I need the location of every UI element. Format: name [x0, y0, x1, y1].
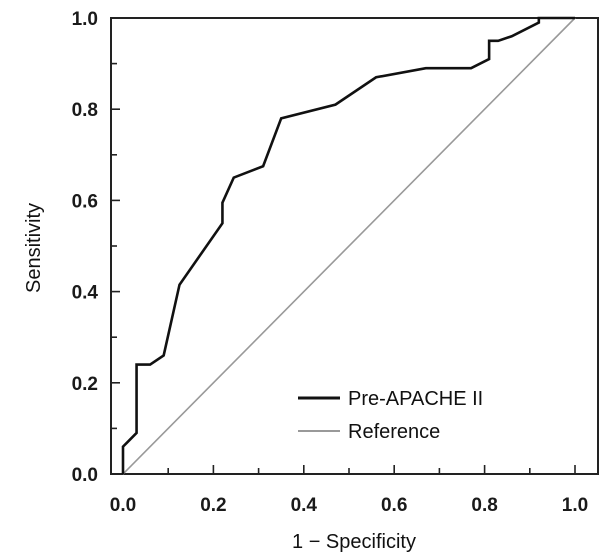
x-tick-label: 0.6	[381, 495, 407, 516]
roc-curve-pre-apache	[121, 16, 575, 474]
legend-label-pre-apache: Pre-APACHE II	[348, 388, 483, 410]
legend-label-reference: Reference	[348, 421, 440, 443]
legend: Pre-APACHE II Reference	[298, 388, 483, 443]
reference-line	[122, 17, 576, 475]
y-tick-label: 0.2	[72, 374, 98, 395]
x-tick-label: 1.0	[562, 495, 588, 516]
series-layer	[121, 16, 576, 475]
axis-ticks: 0.0 0.2 0.4 0.6 0.8 1.0 0.0 0.2 0.4 0.6 0.8 1.0	[72, 9, 589, 516]
y-tick-label: 0.8	[72, 100, 98, 121]
y-axis-title: Sensitivity	[23, 203, 45, 293]
x-tick-label: 0.2	[200, 495, 226, 516]
y-tick-label: 0.6	[72, 191, 98, 212]
x-tick-label: 0.8	[471, 495, 497, 516]
x-tick-label: 0.4	[291, 495, 318, 516]
x-tick-label: 0.0	[110, 495, 136, 516]
y-tick-label: 0.0	[72, 465, 98, 486]
y-tick-label: 1.0	[72, 9, 98, 30]
y-tick-label: 0.4	[72, 283, 99, 304]
x-axis-title: 1 − Specificity	[292, 531, 416, 553]
